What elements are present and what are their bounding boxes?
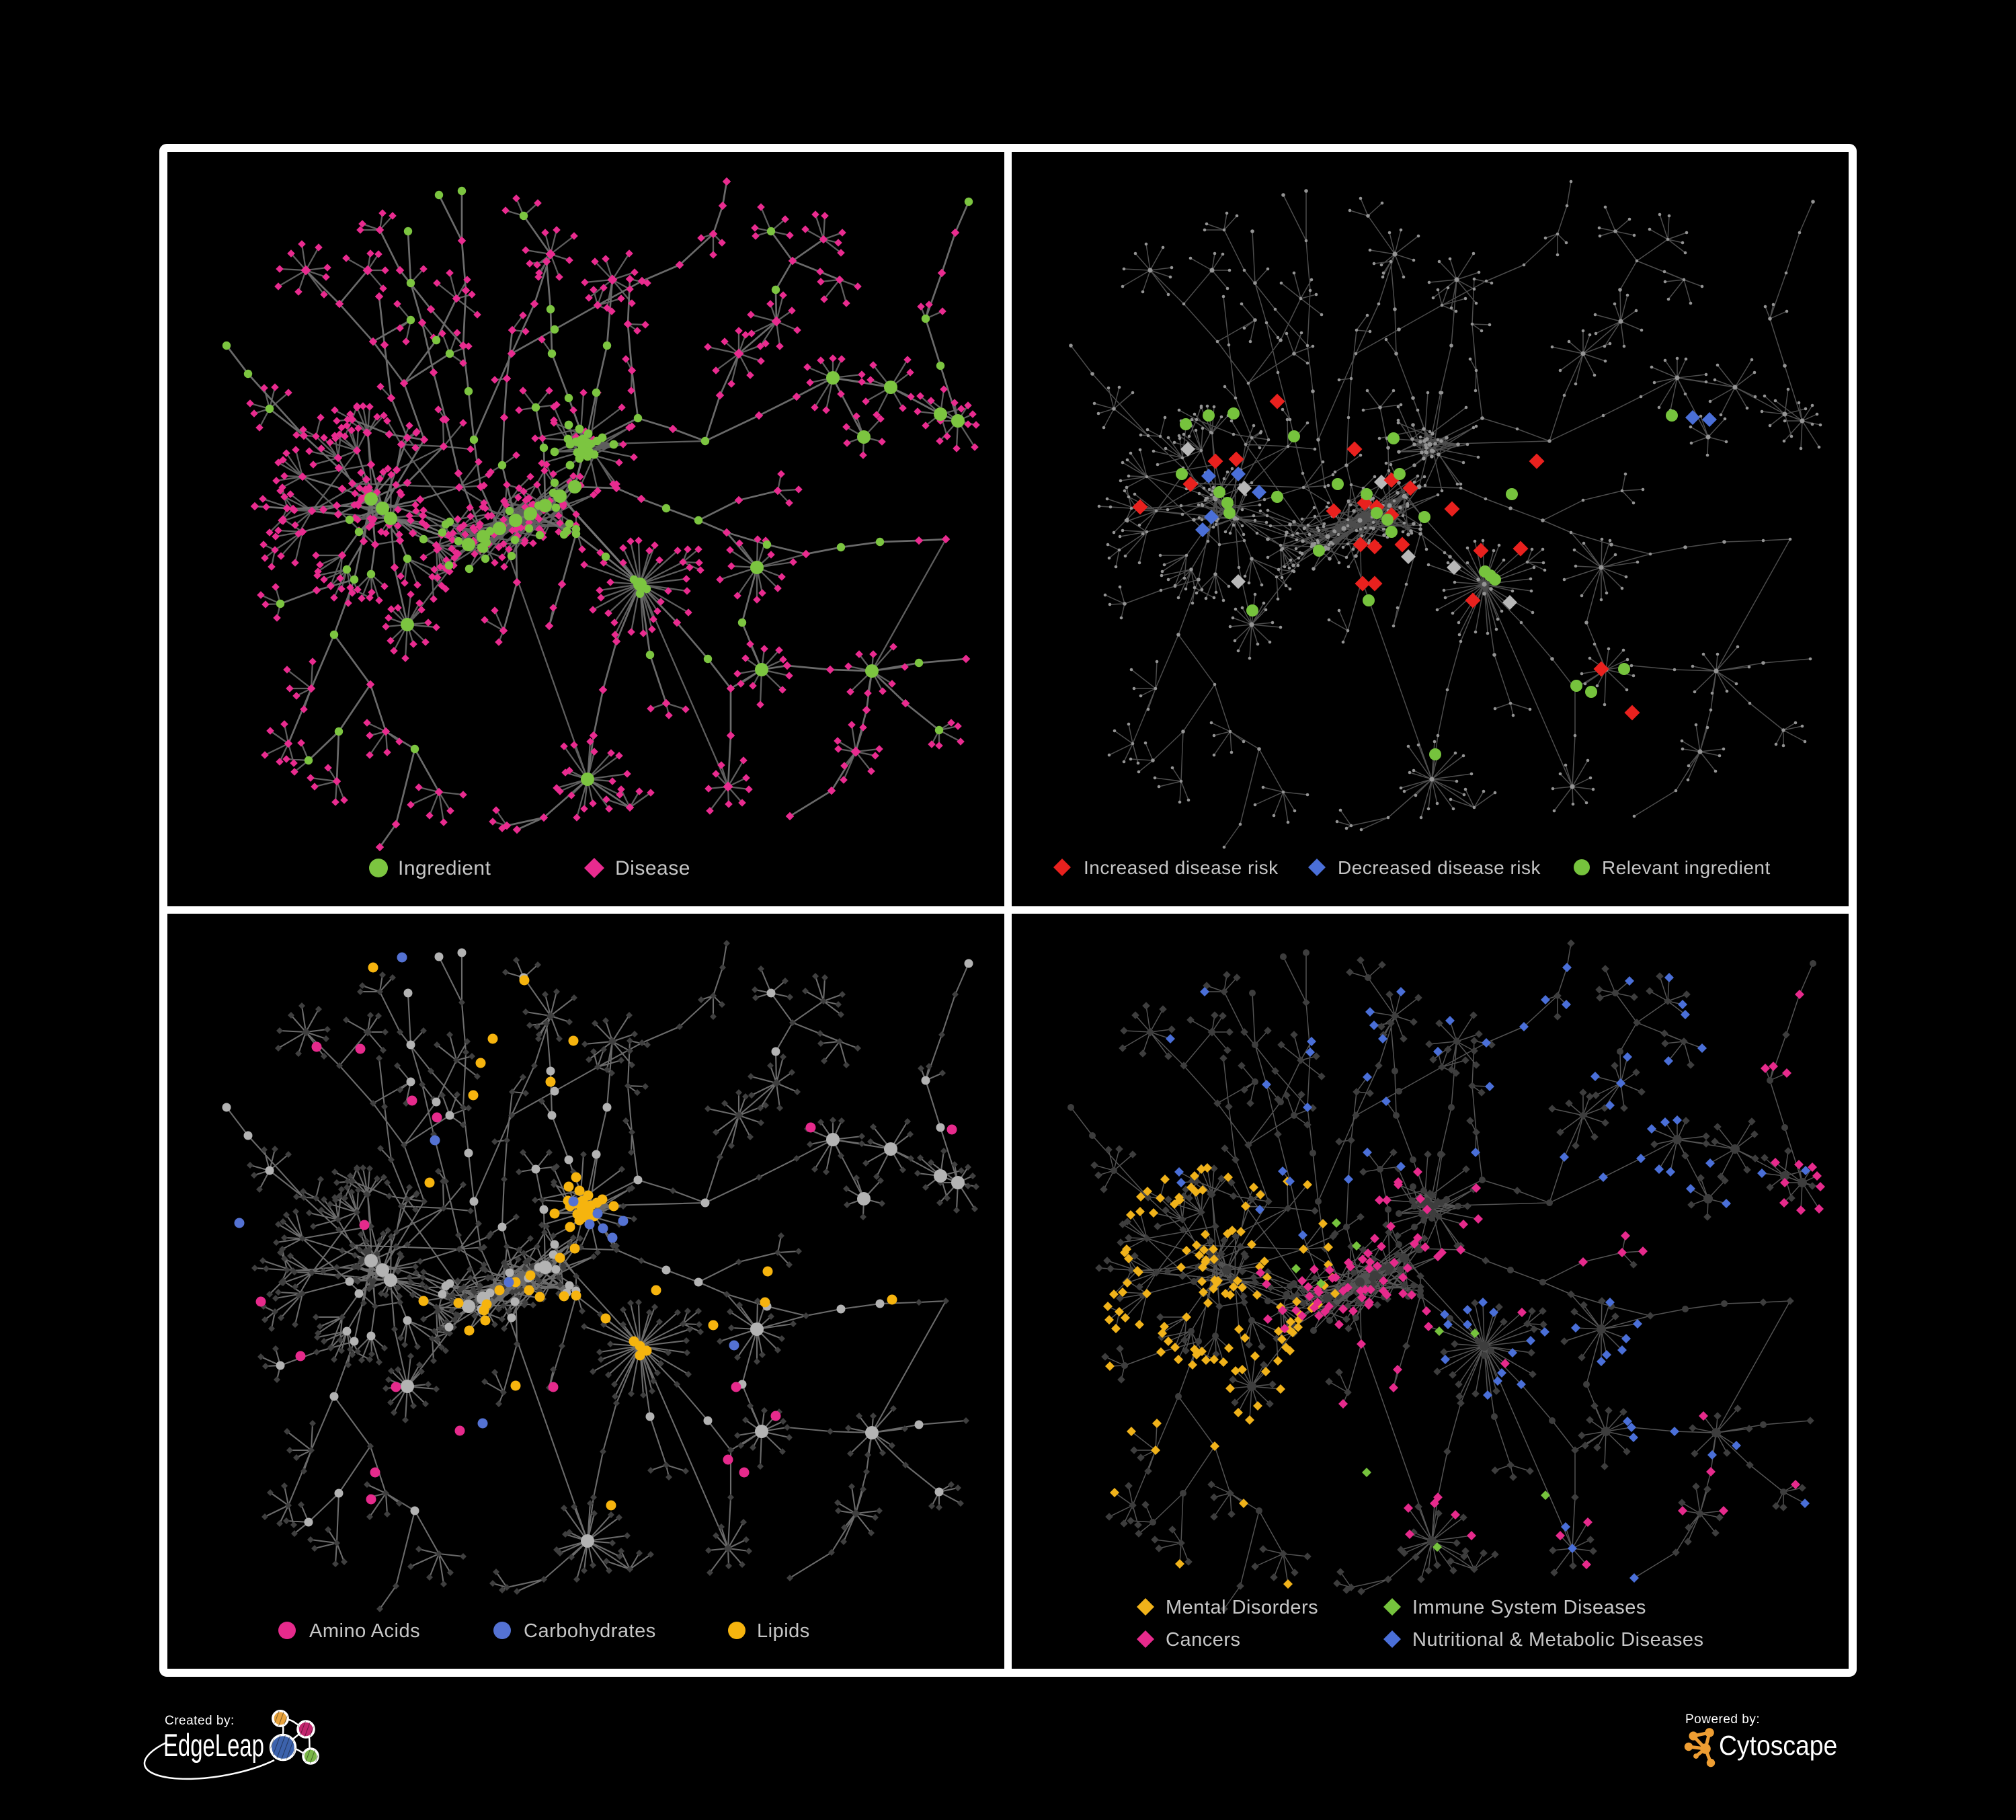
svg-text:Nutritional & Metabolic Diseas: Nutritional & Metabolic Diseases [1412,1629,1703,1651]
svg-text:Decreased disease risk: Decreased disease risk [1338,857,1541,878]
svg-text:EdgeLeap: EdgeLeap [163,1727,264,1763]
svg-text:Mental Disorders: Mental Disorders [1166,1597,1318,1618]
svg-text:Relevant ingredient: Relevant ingredient [1602,857,1771,878]
svg-text:Disease: Disease [615,857,690,879]
svg-text:Carbohydrates: Carbohydrates [524,1620,656,1642]
svg-text:Amino Acids: Amino Acids [309,1620,420,1642]
svg-text:Lipids: Lipids [757,1620,810,1642]
svg-text:Powered by:: Powered by: [1685,1712,1760,1727]
svg-text:Ingredient: Ingredient [398,857,491,879]
svg-text:Cytoscape: Cytoscape [1719,1731,1837,1761]
svg-text:Immune System Diseases: Immune System Diseases [1412,1597,1646,1618]
svg-text:Increased disease risk: Increased disease risk [1084,857,1279,878]
svg-text:Created by:: Created by: [165,1714,235,1728]
svg-text:Cancers: Cancers [1166,1629,1241,1651]
